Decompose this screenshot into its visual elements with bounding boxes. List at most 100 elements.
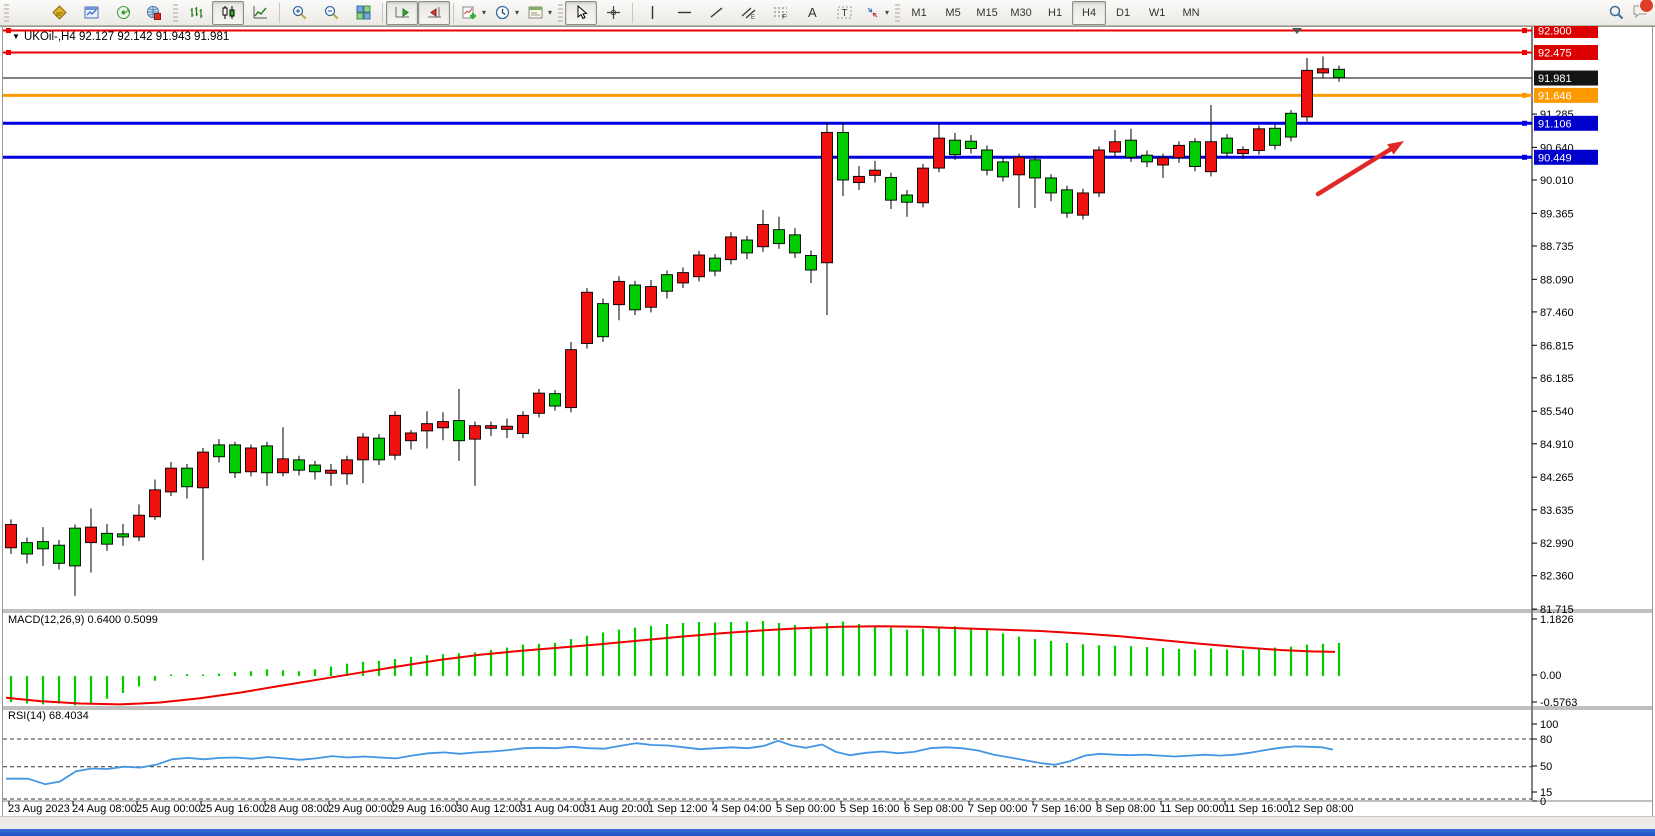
candlestick: [1141, 154, 1153, 163]
horizontal-line-button[interactable]: [668, 1, 700, 25]
arrows-button[interactable]: ▾: [860, 1, 893, 25]
candlestick: [1125, 139, 1137, 158]
line-chart-button[interactable]: [244, 1, 276, 25]
timeframe-M15-button[interactable]: M15: [976, 6, 998, 19]
time-axis-label: 11 Sep 16:00: [1224, 803, 1289, 815]
dropdown-caret-icon[interactable]: ▾: [515, 8, 520, 17]
market-watch-button[interactable]: [43, 1, 75, 25]
chart-shift-marker[interactable]: [1292, 28, 1302, 34]
timeframe-M30-button[interactable]: M30: [1010, 6, 1032, 19]
candlestick: [821, 131, 833, 264]
arrows-icon: [867, 7, 878, 18]
text-label-icon: T: [837, 6, 852, 19]
dropdown-caret-icon[interactable]: ▾: [482, 8, 487, 17]
price-tick-label: 86.185: [1540, 373, 1574, 385]
chart-shift-icon: [427, 7, 441, 18]
cursor-button[interactable]: [565, 0, 598, 25]
candlestick: [549, 393, 561, 407]
timeframe-H1-button[interactable]: H1: [1048, 6, 1063, 19]
navigator-button[interactable]: [107, 1, 139, 25]
periods-button[interactable]: ▾: [490, 1, 523, 25]
timeframe-D1-button[interactable]: D1: [1116, 6, 1131, 19]
crosshair-icon: [606, 6, 620, 19]
toolbar-grip[interactable]: [895, 3, 901, 22]
channel-icon: E: [741, 7, 755, 21]
channel-button[interactable]: E: [732, 1, 764, 25]
candlestick: [1013, 156, 1025, 176]
text-button[interactable]: A: [796, 1, 828, 25]
auto-scroll-button[interactable]: [386, 0, 418, 25]
crosshair-button[interactable]: [597, 1, 629, 25]
candlestick: [517, 414, 529, 434]
candlestick-chart-button[interactable]: [212, 0, 244, 25]
toolbar-grip[interactable]: [558, 3, 564, 22]
toolbar-grip[interactable]: [173, 3, 178, 22]
candlestick: [421, 423, 433, 432]
annotation-arrow[interactable]: [1315, 147, 1393, 197]
tile-windows-button[interactable]: [347, 1, 379, 25]
candlestick: [837, 131, 849, 181]
line-handle[interactable]: [1522, 49, 1527, 55]
dropdown-caret-icon[interactable]: ▾: [885, 8, 890, 17]
tile-windows-icon: [356, 5, 370, 20]
candlestick: [885, 176, 897, 201]
fibonacci-button[interactable]: F: [764, 1, 796, 25]
timeframe-M5-button[interactable]: M5: [945, 6, 961, 19]
line-handle[interactable]: [1522, 28, 1527, 34]
chart-shift-button[interactable]: [418, 0, 450, 25]
chart-window-button[interactable]: [75, 1, 107, 25]
line-handle[interactable]: [1522, 120, 1527, 126]
price-tick-label: 84.910: [1540, 439, 1574, 451]
dropdown-caret-icon[interactable]: ▾: [548, 8, 553, 17]
candlestick: [613, 280, 625, 306]
line-handle[interactable]: [6, 28, 11, 34]
search-button[interactable]: [1600, 1, 1632, 25]
annotation-arrow-head[interactable]: [1387, 141, 1404, 155]
add-indicator-button[interactable]: ▾: [457, 1, 490, 25]
candlestick: [37, 541, 49, 550]
rsi-axis-label: 100: [1540, 719, 1558, 731]
time-axis-label: 31 Aug 04:00: [520, 803, 585, 815]
templates-button[interactable]: ▾: [523, 1, 556, 25]
notifications-button[interactable]: [1632, 0, 1654, 24]
timeframe-W1-button[interactable]: W1: [1148, 6, 1166, 19]
auto-trading-button[interactable]: [139, 1, 171, 25]
candlestick: [1301, 69, 1313, 118]
line-handle[interactable]: [1522, 92, 1527, 98]
zoom-in-icon: [292, 5, 306, 20]
candlestick: [565, 349, 577, 409]
timeframe-M1-button[interactable]: M1: [911, 6, 927, 19]
price-badge-label: 91.106: [1538, 118, 1572, 130]
price-badge: [1534, 44, 1598, 60]
rsi-axis-label: 0: [1540, 796, 1546, 808]
price-tick-label: 87.460: [1540, 307, 1574, 319]
candlestick: [485, 425, 497, 429]
candlestick: [1077, 192, 1089, 216]
candlestick: [1189, 141, 1201, 168]
svg-text:T: T: [841, 8, 847, 19]
trendline-button[interactable]: [700, 1, 732, 25]
toolbar-grip[interactable]: [4, 3, 9, 22]
candlestick: [1061, 189, 1073, 214]
candlestick: [757, 224, 769, 248]
text-label-button[interactable]: T: [828, 1, 860, 25]
candlestick: [629, 284, 641, 311]
candlestick: [1157, 157, 1169, 166]
price-badge-label: 91.981: [1538, 73, 1572, 85]
candlestick: [213, 444, 225, 458]
vertical-line-button[interactable]: [636, 1, 668, 25]
candlestick: [949, 139, 961, 156]
timeframe-MN-button[interactable]: MN: [1182, 6, 1200, 19]
bar-chart-button[interactable]: [180, 1, 212, 25]
line-handle[interactable]: [6, 49, 11, 55]
candlestick: [85, 526, 97, 544]
candlestick: [1093, 149, 1105, 194]
line-handle[interactable]: [1522, 154, 1527, 160]
zoom-in-button[interactable]: [283, 1, 315, 25]
price-badge-label: 91.646: [1538, 90, 1572, 102]
zoom-out-button[interactable]: [315, 1, 347, 25]
text-icon: A: [808, 5, 817, 20]
symbol-dropdown-icon: ▼: [12, 32, 20, 41]
new-order-button[interactable]: [11, 1, 43, 25]
timeframe-H4-button[interactable]: H4: [1072, 0, 1107, 25]
